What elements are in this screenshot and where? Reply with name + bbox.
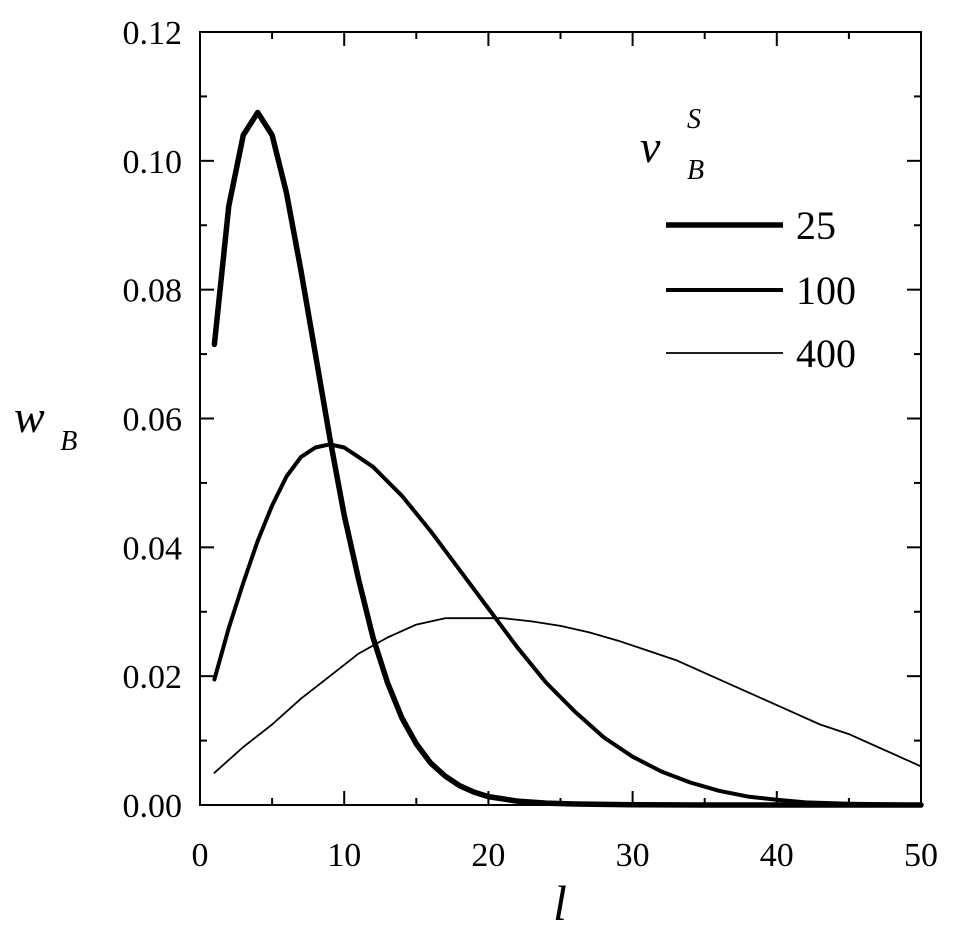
series-line-100 [212, 442, 923, 807]
legend-title-sub: B [687, 155, 704, 186]
legend-label-100: 100 [796, 268, 856, 313]
y-axis-label: w B [14, 391, 77, 457]
x-tick-label: 10 [327, 837, 361, 874]
y-tick-label: 0.12 [123, 15, 183, 52]
legend-entries: 25 100 400 [666, 203, 856, 376]
y-axis-label-main: w [14, 391, 45, 442]
series-line-25 [211, 109, 924, 808]
x-tick-label: 0 [192, 837, 209, 874]
x-axis-label: l [553, 875, 567, 931]
x-tick-label: 40 [760, 837, 794, 874]
y-tick-label: 0.06 [123, 402, 183, 439]
legend: v S B 25 100 400 [640, 104, 856, 376]
legend-title-main: v [640, 121, 661, 172]
y-tick-label: 0.08 [123, 273, 183, 310]
legend-label-25: 25 [796, 203, 836, 248]
x-tick-label: 20 [471, 837, 505, 874]
x-tick-label: 30 [616, 837, 650, 874]
legend-label-400: 400 [796, 331, 856, 376]
axis-tick-labels: 0 10 20 30 40 50 0.00 0.02 0.04 0.06 0.08 0.10 0.12 [123, 15, 939, 874]
plot-frame [199, 31, 922, 806]
axis-ticks [199, 31, 922, 806]
y-tick-label: 0.10 [123, 144, 183, 181]
series-line-400 [213, 617, 922, 774]
series-layer [211, 109, 924, 808]
x-tick-label: 50 [904, 837, 938, 874]
y-axis-label-sub: B [60, 426, 77, 457]
legend-title: v [640, 121, 661, 172]
y-tick-label: 0.02 [123, 659, 183, 696]
y-tick-label: 0.00 [123, 788, 183, 825]
y-tick-label: 0.04 [123, 530, 183, 567]
legend-title-sup: S [687, 104, 701, 135]
